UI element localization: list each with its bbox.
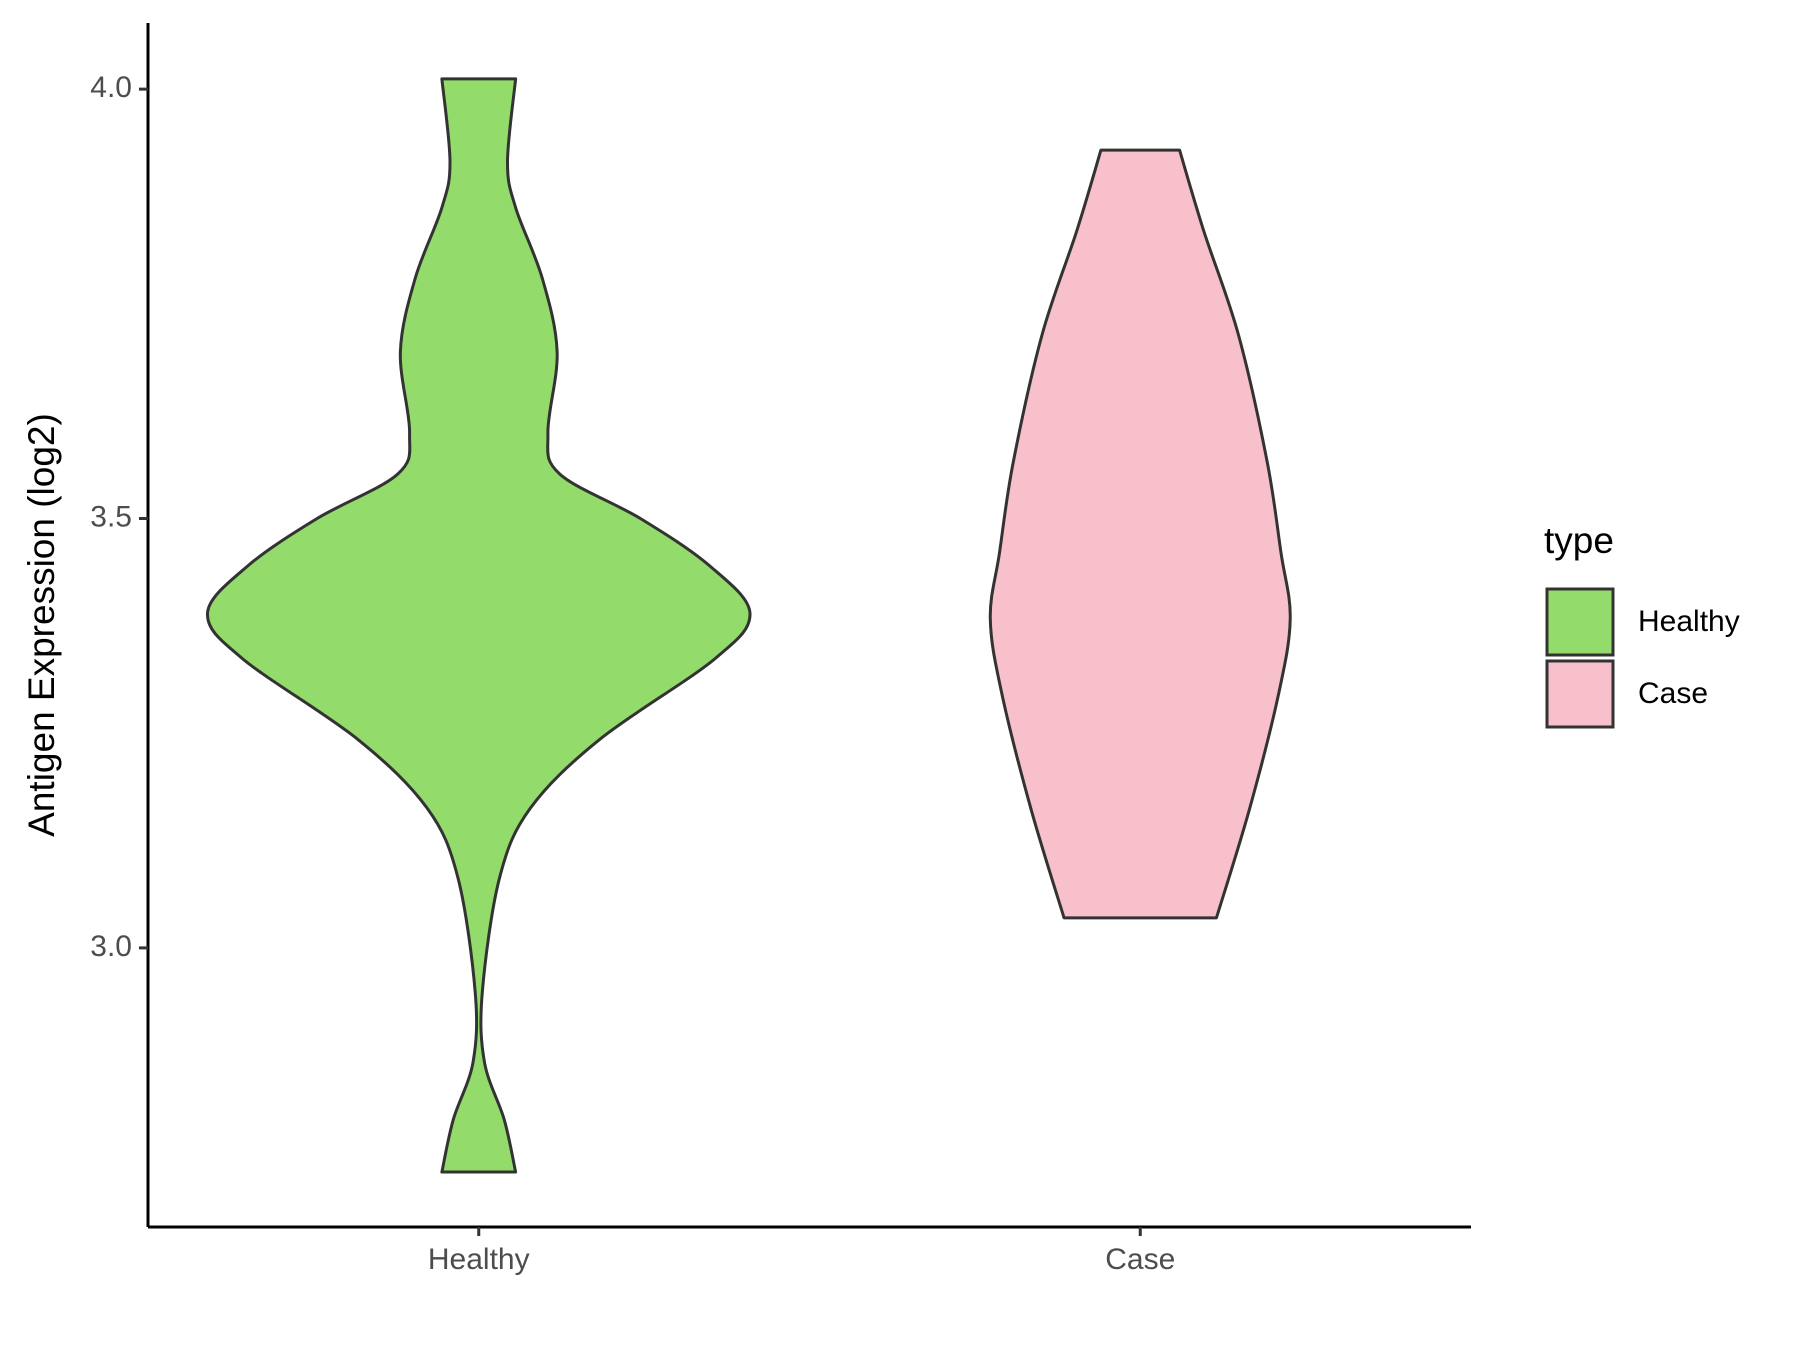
legend-key	[1545, 659, 1615, 729]
violin	[988, 148, 1292, 920]
legend-label: Case	[1638, 677, 1708, 710]
y-tick-label: 3.5	[90, 500, 132, 533]
x-tick-label: Case	[1105, 1243, 1175, 1276]
y-tick-label: 4.0	[90, 71, 132, 104]
legend-label: Healthy	[1638, 605, 1740, 638]
legend-title: type	[1544, 520, 1614, 561]
x-tick-label: Healthy	[428, 1243, 530, 1276]
y-axis-label: Antigen Expression (log2)	[21, 413, 62, 837]
legend-key	[1545, 587, 1615, 657]
violin	[206, 77, 752, 1174]
y-tick-label: 3.0	[90, 930, 132, 963]
